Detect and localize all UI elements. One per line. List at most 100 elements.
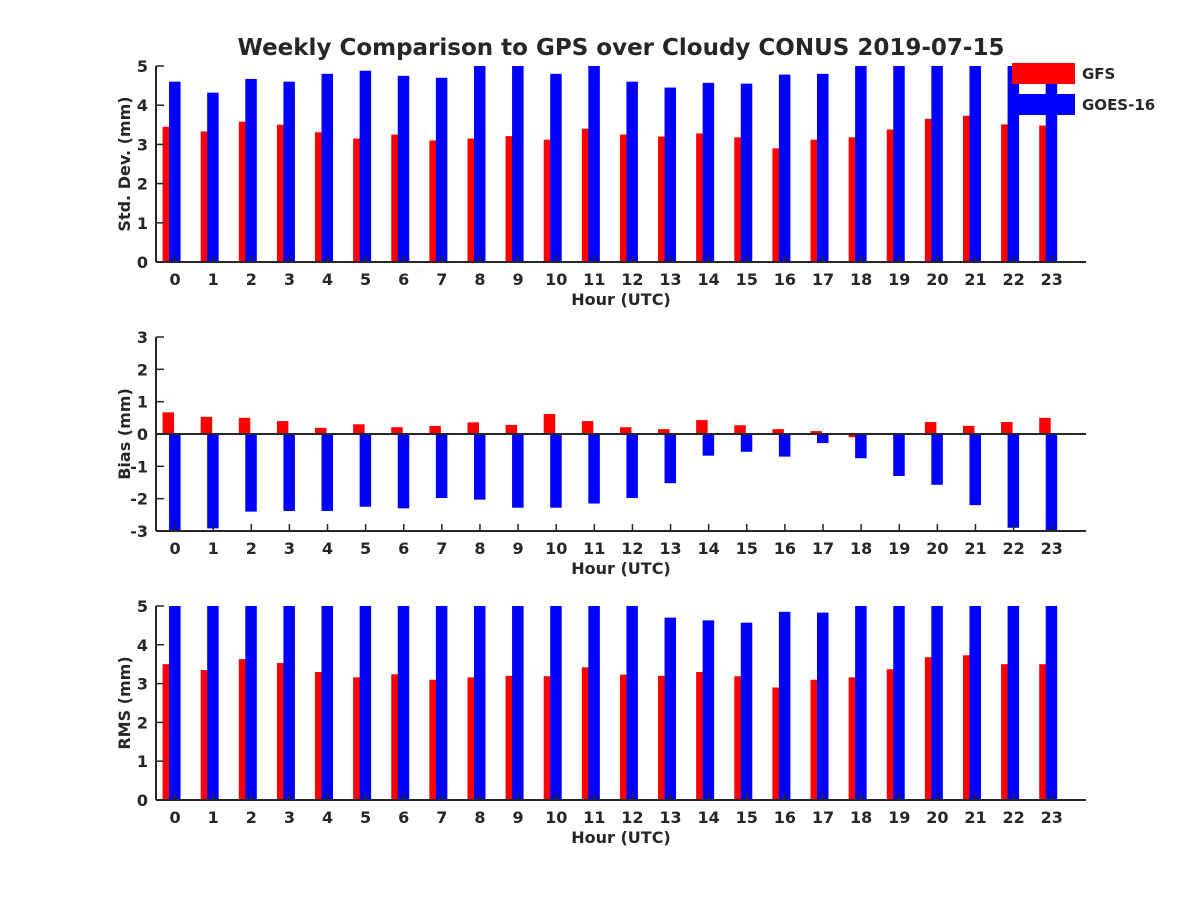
x-tick-label: 22 [1002,808,1024,827]
legend: GFS GOES-16 [1012,63,1155,115]
bar-goes16-3 [283,81,295,263]
bar-gfs-9 [505,675,518,800]
bar-gfs-5 [353,424,365,434]
bar-goes16-15 [740,622,753,800]
bar-gfs-9 [505,136,518,262]
bar-goes16-16 [778,434,791,457]
bar-goes16-7 [435,77,448,262]
bar-goes16-18 [855,434,867,459]
x-tick-label: 17 [812,808,834,827]
bar-goes16-13 [664,87,677,262]
y-tick-label: 1 [137,214,148,233]
x-tick-label: 23 [1041,539,1063,558]
bar-gfs-17 [810,139,823,262]
bar-gfs-8 [467,422,479,434]
x-tick-label: 22 [1002,539,1024,558]
bar-goes16-22 [1007,434,1020,528]
x-tick-label: 20 [926,539,948,558]
y-tick-label: 3 [137,135,148,154]
x-tick-label: 12 [621,270,643,289]
x-tick-label: 8 [474,539,485,558]
bar-gfs-0 [162,412,175,434]
x-tick-label: 23 [1041,270,1063,289]
bar-gfs-22 [1001,664,1013,800]
bar-gfs-14 [696,133,708,262]
bar-gfs-15 [734,425,746,434]
bar-gfs-12 [619,674,632,800]
bar-goes16-1 [207,606,219,800]
bar-goes16-19 [893,66,905,262]
bar-goes16-9 [512,606,524,800]
y-axis-label: Bias (mm) [115,388,134,480]
x-tick-label: 19 [888,539,910,558]
bar-gfs-12 [619,427,632,434]
x-tick-label: 4 [322,270,333,289]
bar-gfs-16 [772,687,784,800]
y-tick-label: 0 [137,425,148,444]
bar-gfs-2 [238,659,251,800]
bar-goes16-3 [283,606,295,800]
bar-gfs-6 [391,674,403,800]
x-tick-label: 1 [208,808,219,827]
x-tick-label: 11 [583,539,605,558]
x-tick-label: 11 [583,270,605,289]
bar-gfs-19 [886,129,899,262]
bar-gfs-0 [162,126,175,262]
y-axis-label: Std. Dev. (mm) [115,96,134,231]
bar-goes16-9 [512,434,524,508]
y-tick-label: -1 [130,457,148,476]
bar-gfs-2 [238,121,251,262]
bar-goes16-22 [1007,606,1020,800]
bar-goes16-5 [359,434,372,507]
bar-gfs-7 [429,140,441,262]
y-tick-label: 2 [137,713,148,732]
bar-goes16-12 [626,606,638,800]
bar-gfs-4 [315,671,327,800]
bar-gfs-20 [924,118,937,262]
bar-gfs-12 [619,134,632,262]
x-tick-label: 16 [774,270,796,289]
y-tick-label: 0 [137,253,148,272]
x-tick-label: 21 [964,808,986,827]
bar-goes16-0 [169,81,181,263]
bar-goes16-11 [588,434,600,504]
bar-goes16-5 [359,70,372,262]
bar-goes16-13 [664,617,677,800]
legend-swatch-1 [1012,94,1075,115]
bar-goes16-7 [435,606,448,800]
x-tick-label: 14 [698,808,720,827]
x-tick-label: 1 [208,270,219,289]
x-tick-label: 14 [698,539,720,558]
y-tick-label: -2 [130,490,148,509]
x-tick-label: 10 [545,539,567,558]
x-tick-label: 20 [926,808,948,827]
bar-gfs-13 [658,136,670,262]
bar-gfs-1 [200,131,213,262]
bar-gfs-1 [200,416,213,434]
bar-goes16-14 [702,620,715,800]
bar-goes16-9 [512,66,524,262]
bar-goes16-21 [969,66,981,262]
bar-goes16-23 [1045,606,1058,800]
bar-goes16-4 [321,73,334,262]
x-tick-label: 7 [436,270,447,289]
x-tick-label: 20 [926,270,948,289]
bar-gfs-16 [772,148,784,262]
y-axis-label: RMS (mm) [115,656,134,749]
bar-goes16-8 [473,66,486,262]
bar-goes16-18 [855,66,867,262]
x-tick-label: 6 [398,539,409,558]
y-tick-label: -3 [130,522,148,541]
bar-gfs-21 [962,655,975,800]
x-tick-label: 9 [513,539,524,558]
bar-goes16-8 [473,434,486,500]
bar-goes16-15 [740,83,753,262]
bar-gfs-11 [581,421,594,434]
x-tick-label: 13 [659,539,681,558]
x-tick-label: 1 [208,539,219,558]
x-tick-label: 8 [474,808,485,827]
bar-gfs-5 [353,138,365,262]
bar-goes16-5 [359,606,372,800]
bar-gfs-13 [658,429,670,434]
bar-gfs-7 [429,679,441,800]
